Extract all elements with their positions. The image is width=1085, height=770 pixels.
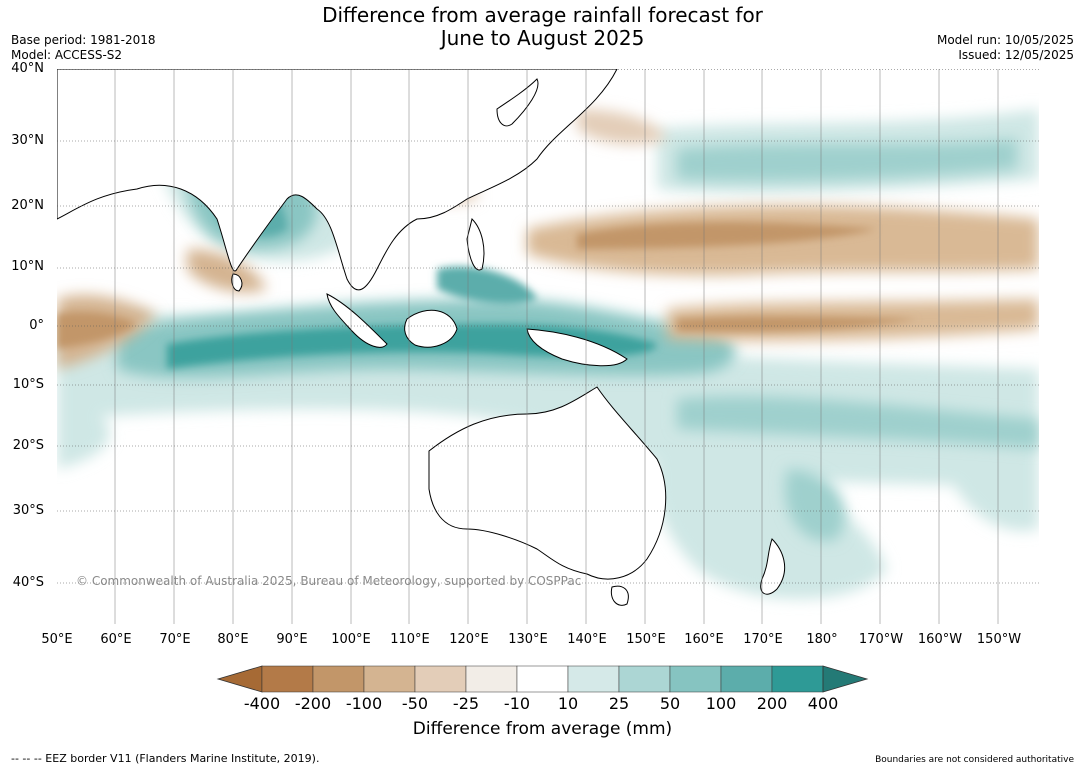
lon-label-100e: 100°E [331, 632, 371, 647]
legend-tick: -10 [503, 694, 531, 713]
asia-outline [57, 69, 618, 291]
lon-label-180: 180° [806, 632, 838, 647]
legend-swatch [771, 665, 824, 693]
lon-label-130e: 130°E [508, 632, 548, 647]
title-line-2: June to August 2025 [440, 26, 645, 50]
sri-lanka-outline [231, 273, 243, 292]
base-period: Base period: 1981-2018 [11, 33, 156, 47]
lat-label-40n: 40°N [11, 61, 44, 76]
legend-extend-high [822, 665, 869, 693]
lat-label-40s: 40°S [12, 575, 44, 590]
legend-swatch [567, 665, 620, 693]
legend-tick: 100 [705, 694, 737, 713]
legend-swatch [618, 665, 671, 693]
lat-label-0: 0° [29, 318, 44, 333]
lon-label-90e: 90°E [276, 632, 308, 647]
legend-swatch [720, 665, 773, 693]
legend-tick: 10 [557, 694, 579, 713]
legend-title: Difference from average (mm) [412, 719, 673, 739]
philippines-outline [466, 218, 485, 271]
new-zealand-outline [760, 538, 786, 595]
legend-swatch [516, 665, 569, 693]
copyright-notice: © Commonwealth of Australia 2025, Bureau… [76, 574, 582, 588]
legend-swatch [669, 665, 722, 693]
new-guinea-outline [526, 328, 628, 367]
eez-border-note: -- -- -- EEZ border V11 (Flanders Marine… [11, 752, 320, 765]
model-name: Model: ACCESS-S2 [11, 48, 123, 62]
lon-label-150e: 150°E [626, 632, 666, 647]
japan-outline [496, 78, 539, 127]
australia-outline [428, 386, 667, 580]
lon-label-160e: 160°E [684, 632, 724, 647]
lat-label-10s: 10°S [12, 377, 44, 392]
lat-label-10n: 10°N [11, 259, 44, 274]
boundaries-disclaimer: Boundaries are not considered authoritat… [875, 755, 1074, 765]
land-outlines [57, 69, 786, 606]
lon-label-170w: 170°W [858, 632, 904, 647]
legend-swatch [261, 665, 314, 693]
model-run: Model run: 10/05/2025 [936, 33, 1074, 47]
colorbar [216, 665, 869, 693]
legend-swatch [363, 665, 416, 693]
legend-swatch [465, 665, 518, 693]
legend-tick: -25 [452, 694, 480, 713]
borneo-outline [404, 309, 458, 348]
lat-label-20s: 20°S [12, 438, 44, 453]
map-title: Difference from average rainfall forecas… [0, 4, 1085, 50]
legend-swatch [414, 665, 467, 693]
lat-label-30n: 30°N [11, 133, 44, 148]
title-line-1: Difference from average rainfall forecas… [322, 3, 763, 27]
longitude-gridlines [114, 69, 999, 624]
legend-tick: 50 [659, 694, 681, 713]
lat-label-20n: 20°N [11, 198, 44, 213]
dry-anomaly-strong [57, 222, 917, 349]
lon-label-50e: 50°E [41, 632, 73, 647]
legend-tick: 25 [608, 694, 630, 713]
meta-left: Base period: 1981-2018 Model: ACCESS-S2 [11, 33, 156, 63]
lon-label-80e: 80°E [217, 632, 249, 647]
lon-label-110e: 110°E [390, 632, 430, 647]
rainfall-anomaly-map [57, 69, 1039, 624]
legend-tick: -100 [345, 694, 383, 713]
meta-right: Model run: 10/05/2025 Issued: 12/05/2025 [937, 33, 1074, 63]
lat-label-30s: 30°S [12, 503, 44, 518]
legend-tick: -50 [401, 694, 429, 713]
legend-tick: 200 [756, 694, 788, 713]
lon-label-150w: 150°W [976, 632, 1022, 647]
sumatra-outline [326, 293, 388, 348]
issued-date: Issued: 12/05/2025 [958, 48, 1074, 62]
legend-tick: -400 [243, 694, 281, 713]
lon-label-70e: 70°E [159, 632, 191, 647]
legend-extend-low [216, 665, 263, 693]
tasmania-outline [610, 585, 629, 606]
legend-swatch [312, 665, 365, 693]
lon-label-140e: 140°E [567, 632, 607, 647]
lon-label-120e: 120°E [449, 632, 489, 647]
lon-label-160w: 160°W [917, 632, 963, 647]
lon-label-60e: 60°E [100, 632, 132, 647]
legend-tick: -200 [294, 694, 332, 713]
lon-label-170e: 170°E [743, 632, 783, 647]
legend-tick: 400 [807, 694, 839, 713]
